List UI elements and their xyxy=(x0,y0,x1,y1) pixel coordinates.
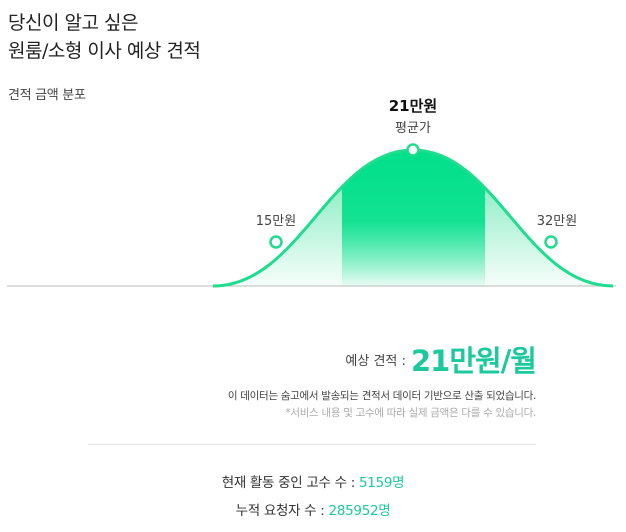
low-point-marker xyxy=(269,235,283,249)
active-pros-stat: 현재 활동 중인 고수 수 : 5159명 xyxy=(0,471,626,491)
low-price-label: 15만원 xyxy=(256,214,296,229)
requesters-label: 누적 요청자 수 : xyxy=(235,503,325,519)
high-point-marker xyxy=(544,235,558,249)
chart-subtitle: 견적 금액 분포 xyxy=(8,88,86,103)
data-source-note: 이 데이터는 숨고에서 발송되는 견적서 데이터 기반으로 산출 되었습니다. xyxy=(227,390,536,402)
page-title: 당신이 알고 싶은 원룸/소형 이사 예상 견적 xyxy=(8,9,201,65)
requesters-count: 285952명 xyxy=(328,503,391,519)
estimate-label: 예상 견적 : xyxy=(345,354,406,369)
divider xyxy=(88,444,536,445)
disclaimer-note: *서비스 내용 및 고수에 따라 실제 금액은 다를 수 있습니다. xyxy=(285,407,536,419)
average-caption: 평균가 xyxy=(395,121,431,136)
high-price-label: 32만원 xyxy=(537,214,577,229)
average-value-label: 21만원 xyxy=(389,97,437,115)
title-line-2: 원룸/소형 이사 예상 견적 xyxy=(8,40,201,62)
title-line-1: 당신이 알고 싶은 xyxy=(8,12,138,34)
estimate-value: 21만원/월 xyxy=(411,344,537,378)
active-pros-label: 현재 활동 중인 고수 수 : xyxy=(221,475,356,491)
active-pros-count: 5159명 xyxy=(359,475,405,491)
price-distribution-chart: 21만원 평균가 15만원 32만원 xyxy=(7,97,616,288)
estimate-row: 예상 견적 : 21만원/월 xyxy=(0,338,537,380)
requesters-stat: 누적 요청자 수 : 285952명 xyxy=(0,499,626,519)
average-range-band xyxy=(342,150,485,286)
average-point-marker xyxy=(406,143,420,157)
